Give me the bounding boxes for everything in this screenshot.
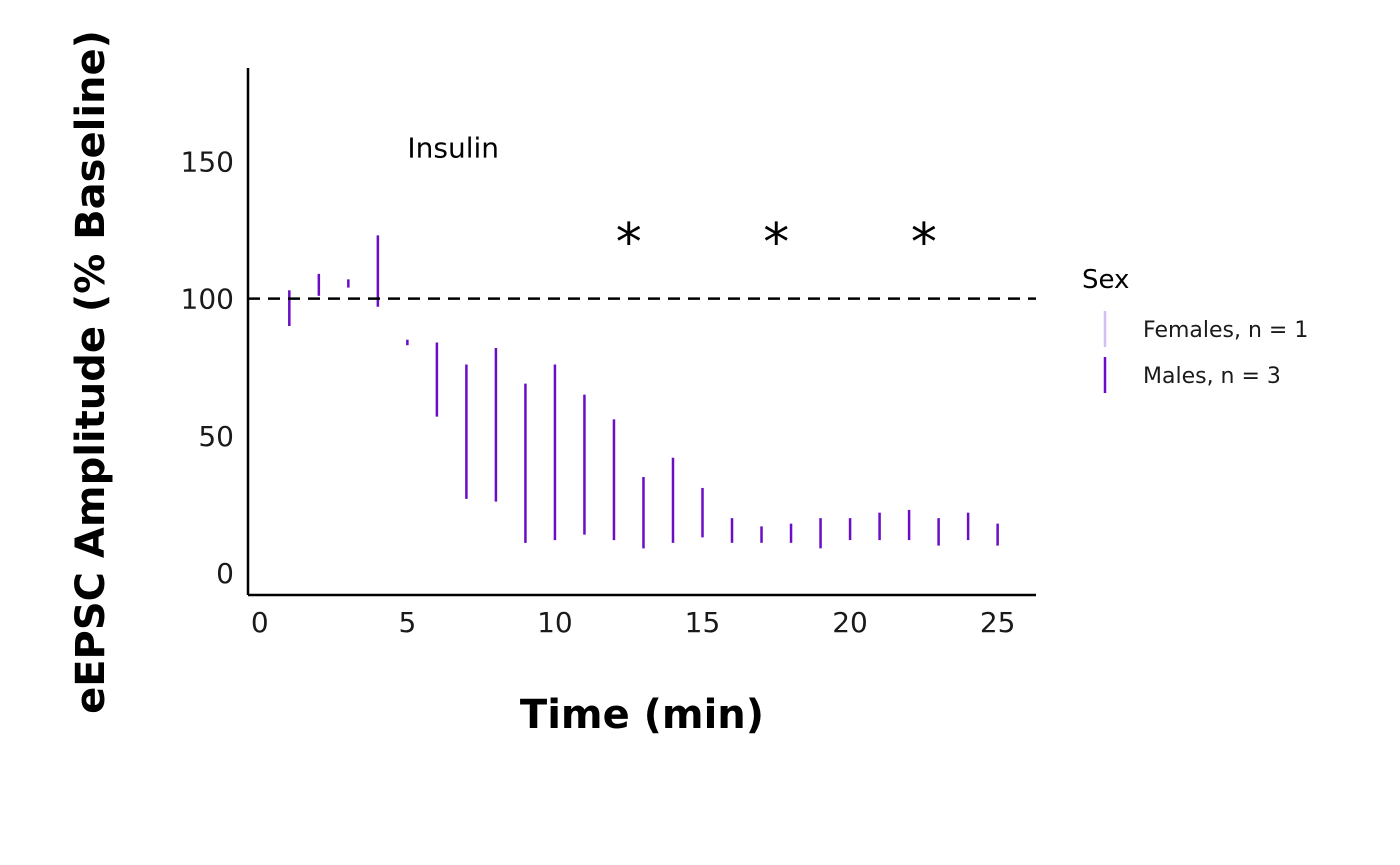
legend-title: Sex — [1082, 265, 1129, 295]
y-tick-label: 100 — [181, 283, 234, 316]
significance-markers: * * * — [616, 213, 937, 273]
x-tick-label: 10 — [537, 606, 573, 639]
x-tick-label: 25 — [980, 606, 1016, 639]
plot-area: 0 5 10 15 20 25 0 50 100 150 Insulin * * * — [181, 68, 1036, 639]
x-axis-title: Time (min) — [520, 692, 764, 738]
y-tick-label: 150 — [181, 145, 234, 178]
legend-label: Females, n = 1 — [1143, 318, 1308, 343]
significance-star: * — [911, 213, 937, 273]
significance-star: * — [616, 213, 642, 273]
x-axis-ticks: 0 5 10 15 20 25 — [251, 606, 1016, 639]
x-tick-label: 15 — [685, 606, 721, 639]
treatment-label: Insulin — [407, 132, 499, 165]
series-layer — [288, 235, 999, 549]
x-tick-label: 20 — [832, 606, 868, 639]
x-tick-label: 5 — [398, 606, 416, 639]
legend-label: Males, n = 3 — [1143, 364, 1281, 389]
x-tick-label: 0 — [251, 606, 269, 639]
legend: Sex Females, n = 1 Males, n = 3 — [1082, 265, 1308, 393]
y-axis-ticks: 0 50 100 150 — [181, 145, 234, 590]
legend-entries: Females, n = 1 Males, n = 3 — [1103, 311, 1308, 393]
y-axis-title: eEPSC Amplitude (% Baseline) — [68, 30, 114, 714]
y-tick-label: 50 — [198, 420, 234, 453]
significance-star: * — [763, 213, 789, 273]
y-tick-label: 0 — [216, 557, 234, 590]
